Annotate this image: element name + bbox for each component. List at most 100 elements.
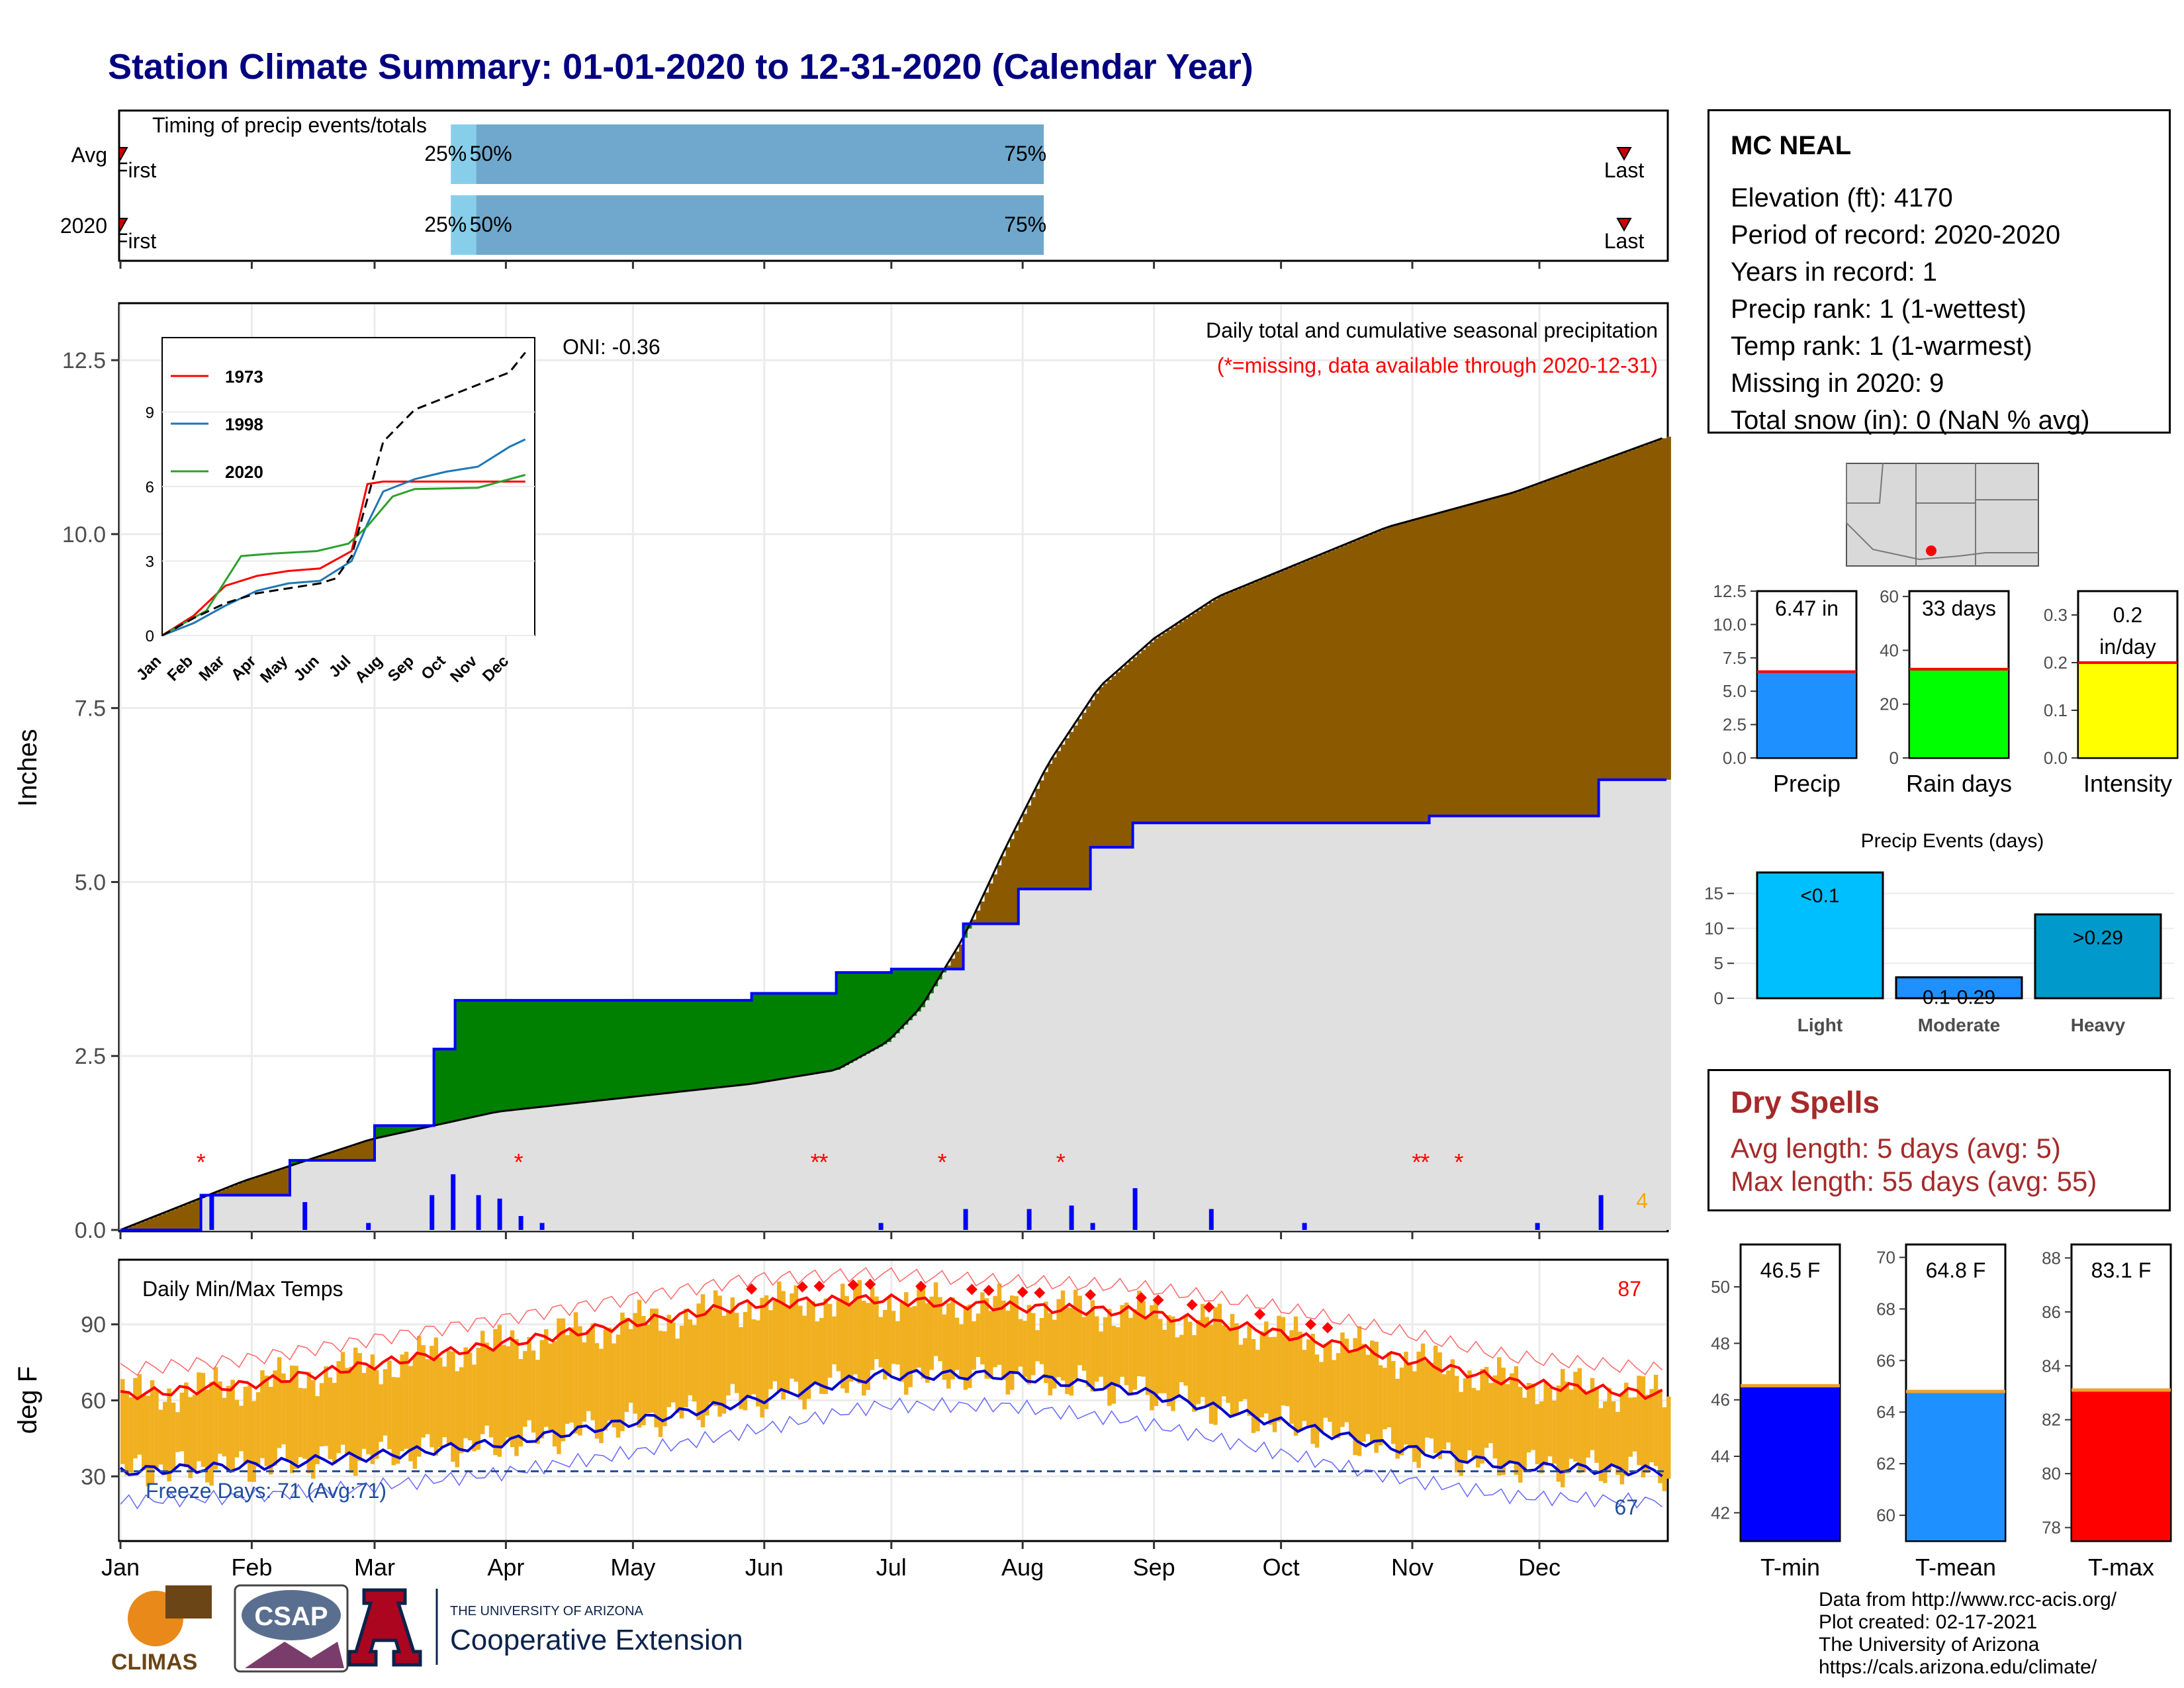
precip-base-fill xyxy=(1302,823,1307,1230)
temp-ytick-label: 90 xyxy=(81,1313,106,1338)
precip-diff-fill xyxy=(756,993,760,1084)
precip-diff-fill xyxy=(760,993,765,1083)
uofa-small-text: THE UNIVERSITY OF ARIZONA xyxy=(450,1604,644,1618)
precip-base-fill xyxy=(1192,823,1197,1230)
first-label: First xyxy=(115,158,156,182)
precip-diff-fill xyxy=(1302,561,1307,823)
precip-diff-fill xyxy=(340,1149,345,1160)
precip-diff-fill xyxy=(1213,599,1218,823)
daily-temp-range xyxy=(730,1297,735,1384)
precip-base-fill xyxy=(671,1092,676,1230)
daily-temp-range xyxy=(400,1354,404,1452)
precip-diff-fill xyxy=(463,1000,469,1119)
daily-temp-range xyxy=(1158,1319,1163,1393)
precip-base-fill xyxy=(997,923,1002,1230)
daily-temp-range xyxy=(1187,1321,1193,1403)
rain_days-value-label: 33 days xyxy=(1922,596,1996,620)
daily-temp-range xyxy=(1056,1299,1061,1378)
precip-diff-fill xyxy=(1484,500,1489,816)
daily-precip-bar xyxy=(878,1223,884,1230)
precip-base-fill xyxy=(645,1095,651,1230)
daily-temp-range xyxy=(226,1385,231,1470)
tmax-ytick-label: 82 xyxy=(2042,1410,2061,1430)
last-label: Last xyxy=(1604,158,1645,182)
daily-temp-range xyxy=(239,1405,244,1452)
events-xlabel: Light xyxy=(1797,1015,1843,1035)
daily-temp-range xyxy=(654,1308,659,1428)
precip-base-fill xyxy=(1641,779,1646,1230)
precip-ytick-label: 7.5 xyxy=(1723,648,1747,668)
daily-temp-range xyxy=(700,1294,705,1428)
precip-diff-fill xyxy=(1531,486,1536,816)
precip-diff-fill xyxy=(277,1170,282,1196)
daily-temp-range xyxy=(1217,1303,1222,1409)
daily-temp-range xyxy=(557,1318,561,1454)
precip-base-fill xyxy=(243,1195,248,1230)
precip-base-fill xyxy=(446,1123,451,1230)
daily-temp-range xyxy=(959,1324,964,1377)
precip-base-fill xyxy=(1365,823,1371,1230)
precip-diff-fill xyxy=(222,1190,227,1196)
precip-diff-fill xyxy=(802,993,807,1076)
daily-temp-range xyxy=(1492,1375,1498,1459)
daily-temp-range xyxy=(1624,1382,1629,1476)
precip-base-fill xyxy=(1141,823,1146,1230)
precip-base-fill xyxy=(1573,816,1578,1230)
month-axis: Jan Feb Mar Apr May Jun Jul Aug Sep Oct Nov Dec xyxy=(101,261,1561,1581)
daily-temp-range xyxy=(984,1298,989,1379)
precip-base-fill xyxy=(1412,823,1417,1230)
precip-diff-fill xyxy=(1535,485,1540,816)
precip-diff-fill xyxy=(1666,436,1671,780)
precip-base-fill xyxy=(396,1133,400,1230)
precip-base-fill xyxy=(1450,816,1455,1230)
precip-base-fill xyxy=(925,1000,930,1230)
precip-diff-fill xyxy=(615,1000,621,1099)
hot-day-marker xyxy=(1152,1294,1164,1306)
precip-diff-fill xyxy=(1086,706,1091,889)
precip-ytick-label: 0.0 xyxy=(75,1218,106,1243)
precip-base-fill xyxy=(255,1195,261,1230)
precip-diff-fill xyxy=(506,1000,511,1111)
precip-base-fill xyxy=(1552,816,1557,1230)
events-xlabel: Moderate xyxy=(1918,1015,2000,1035)
precip-base-fill xyxy=(989,923,993,1230)
precip-base-fill xyxy=(938,979,943,1230)
daily-temp-range xyxy=(917,1284,921,1368)
precip-diff-fill xyxy=(1251,583,1256,823)
daily-temp-range xyxy=(251,1401,256,1482)
precip-diff-fill xyxy=(1488,499,1494,816)
daily-temp-range xyxy=(1552,1400,1557,1464)
precip-diff-fill xyxy=(1586,466,1591,816)
precip-base-fill xyxy=(921,1007,926,1230)
precip-base-fill xyxy=(1234,823,1240,1230)
precip-base-fill xyxy=(1459,816,1464,1230)
daily-temp-range xyxy=(1433,1345,1438,1454)
precip-base-fill xyxy=(1480,816,1485,1230)
inset-line-avg xyxy=(161,352,526,637)
precip-diff-fill xyxy=(1145,645,1150,823)
missing-marker: * xyxy=(1454,1149,1463,1176)
daily-temp-range xyxy=(328,1377,333,1460)
daily-temp-range xyxy=(1103,1317,1108,1390)
daily-temp-range xyxy=(1141,1301,1146,1377)
cold-count: 67 xyxy=(1614,1495,1638,1519)
daily-temp-range xyxy=(294,1366,298,1469)
precip-diff-fill xyxy=(158,1215,163,1230)
precip-base-fill xyxy=(1526,816,1531,1230)
precip-diff-fill xyxy=(1624,452,1629,780)
daily-temp-range xyxy=(612,1343,616,1428)
precip-base-fill xyxy=(1073,888,1078,1230)
precip-base-fill xyxy=(1023,888,1028,1230)
precip-base-fill xyxy=(391,1135,396,1230)
precip-diff-fill xyxy=(1158,635,1163,823)
precip-base-fill xyxy=(535,1107,541,1230)
inset-line-2020 xyxy=(161,473,526,637)
tmean-ytick-label: 60 xyxy=(1876,1505,1895,1525)
daily-temp-range xyxy=(1081,1317,1087,1371)
precip-base-fill xyxy=(862,1056,866,1230)
precip-base-fill xyxy=(502,1111,506,1230)
month-label: Apr xyxy=(487,1554,524,1581)
precip-base-fill xyxy=(1090,847,1095,1230)
timing-label-75: 75% xyxy=(1004,212,1046,236)
daily-temp-range xyxy=(1463,1378,1468,1462)
